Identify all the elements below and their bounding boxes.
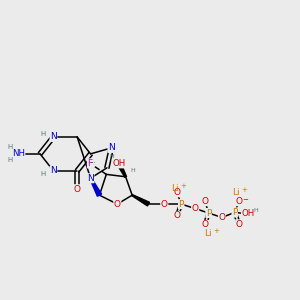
Text: O: O <box>173 212 180 220</box>
Text: N: N <box>50 132 57 141</box>
Text: P: P <box>178 200 184 208</box>
Text: H: H <box>40 131 46 137</box>
Text: NH: NH <box>12 149 25 158</box>
Text: Li: Li <box>232 188 240 197</box>
Text: N: N <box>50 166 57 175</box>
Text: H: H <box>8 158 13 164</box>
Text: F: F <box>87 159 92 168</box>
Text: H: H <box>109 154 114 159</box>
Text: N: N <box>87 174 94 183</box>
Text: O: O <box>218 213 225 222</box>
Text: O: O <box>74 185 81 194</box>
Text: Li: Li <box>171 184 178 193</box>
Text: P: P <box>206 208 211 217</box>
Text: O: O <box>236 220 243 229</box>
Text: OH: OH <box>112 159 125 168</box>
Text: N: N <box>108 143 115 152</box>
Text: O: O <box>202 220 208 230</box>
Text: O: O <box>236 196 243 206</box>
Polygon shape <box>132 195 149 206</box>
Text: O: O <box>202 196 208 206</box>
Text: Li: Li <box>204 229 212 238</box>
Text: +: + <box>242 187 248 193</box>
Text: OH: OH <box>242 209 255 218</box>
Polygon shape <box>90 178 102 196</box>
Text: +: + <box>180 183 186 189</box>
Text: O: O <box>114 200 121 208</box>
Text: H: H <box>40 171 46 177</box>
Text: −: − <box>242 197 248 203</box>
Text: P: P <box>232 208 237 217</box>
Text: H: H <box>131 168 135 173</box>
Polygon shape <box>117 162 126 177</box>
Text: H: H <box>253 208 258 213</box>
Text: +: + <box>213 228 219 234</box>
Text: O: O <box>173 188 180 197</box>
Text: O: O <box>161 200 168 208</box>
Text: H: H <box>8 144 13 150</box>
Text: O: O <box>192 204 199 213</box>
Text: ...: ... <box>90 159 96 164</box>
